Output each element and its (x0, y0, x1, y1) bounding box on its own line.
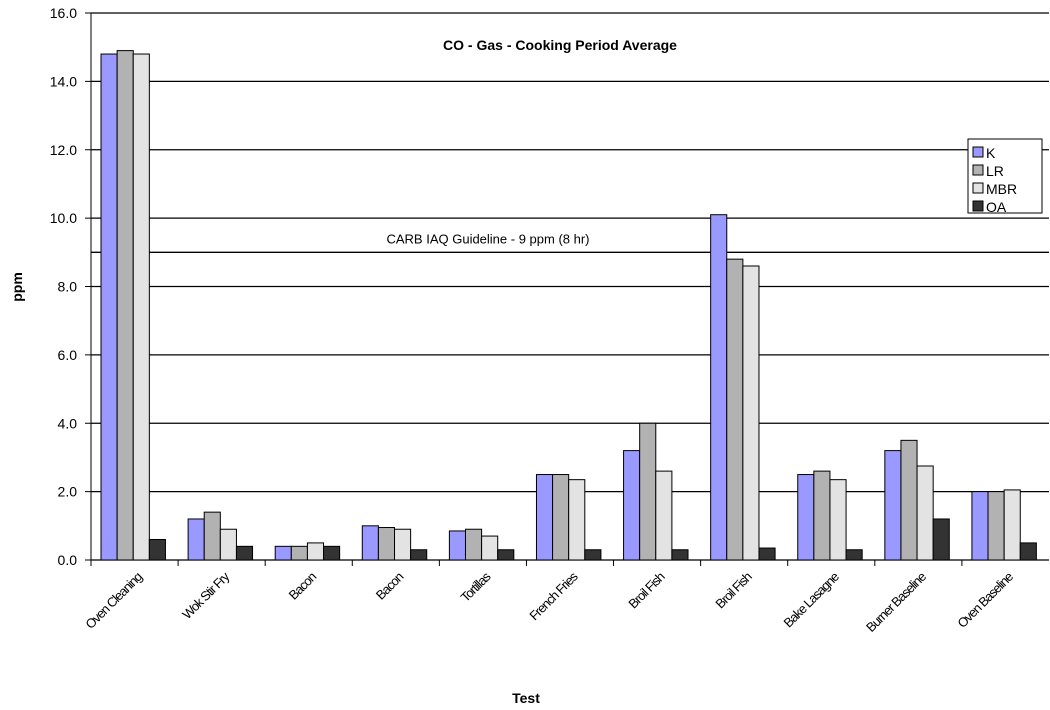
bar (377, 527, 396, 561)
bar (235, 545, 254, 561)
bar (639, 422, 657, 561)
bar (306, 542, 325, 561)
y-tick-label: 10.0 (50, 210, 77, 226)
bar (187, 518, 205, 561)
y-tick-label: 8.0 (58, 279, 78, 295)
x-tick-label: Bacon (286, 569, 320, 603)
legend-label: LR (986, 163, 1004, 179)
bar (932, 518, 950, 561)
bar (900, 439, 918, 561)
bar (448, 530, 466, 561)
bar (726, 258, 744, 561)
bar (497, 549, 515, 561)
y-tick-label: 0.0 (58, 552, 78, 568)
bar (813, 470, 831, 561)
legend-swatch (972, 164, 984, 176)
bar (829, 479, 847, 561)
bar (552, 474, 570, 561)
bar (410, 549, 428, 561)
bar (323, 545, 341, 561)
bar (916, 465, 934, 561)
x-tick-label: Tortillas (458, 568, 494, 604)
bar (203, 511, 221, 561)
reference-label: CARB IAQ Guideline - 9 ppm (8 hr) (386, 231, 589, 246)
y-tick-label: 16.0 (50, 5, 77, 21)
legend-label: MBR (986, 181, 1017, 197)
legend-swatch (972, 182, 984, 194)
bar (290, 545, 308, 561)
bar (132, 53, 150, 561)
bar (100, 53, 118, 561)
legend-swatch (972, 200, 984, 212)
bar (535, 474, 554, 561)
x-tick-label: Broil Fish (625, 569, 667, 611)
x-tick-label: Bacon (373, 569, 407, 603)
legend-label: OA (986, 199, 1007, 215)
bar (758, 547, 776, 561)
y-tick-label: 4.0 (58, 415, 78, 431)
x-tick-label: Broil Fish (712, 569, 754, 611)
bar (971, 491, 989, 561)
bar (845, 549, 863, 561)
legend-label: K (986, 145, 996, 161)
y-axis-title: ppm (9, 272, 25, 302)
x-tick-label: French Fries (526, 568, 581, 623)
bar (1019, 542, 1037, 561)
bar (464, 528, 483, 561)
x-axis-title: Test (512, 690, 540, 706)
y-tick-label: 12.0 (50, 142, 77, 158)
bar (568, 479, 586, 561)
bar (742, 265, 760, 561)
y-tick-label: 14.0 (50, 73, 77, 89)
bar (797, 474, 815, 561)
chart-title: CO - Gas - Cooking Period Average (443, 37, 677, 53)
bar (481, 535, 499, 561)
bar (987, 491, 1005, 561)
bar (623, 450, 641, 561)
bar (116, 50, 134, 561)
y-tick-label: 2.0 (58, 484, 78, 500)
bar (219, 528, 237, 561)
y-tick-label: 6.0 (58, 347, 78, 363)
bar (584, 549, 602, 561)
x-tick-label: Burner Baseline (863, 569, 929, 635)
x-tick-label: Bake Lasagne (780, 569, 841, 630)
legend-swatch (972, 146, 984, 158)
bar (655, 470, 673, 561)
x-tick-label: Oven Cleaning (82, 569, 145, 632)
bar (274, 545, 292, 561)
bar (671, 549, 689, 561)
x-tick-label: Oven Baseline (954, 569, 1016, 631)
bar (394, 528, 412, 561)
bar (361, 525, 379, 561)
bar (1003, 489, 1021, 561)
bar (710, 214, 728, 561)
x-tick-label: Wok Stir Fry (179, 568, 233, 622)
bar (884, 450, 902, 561)
bar (148, 538, 166, 561)
